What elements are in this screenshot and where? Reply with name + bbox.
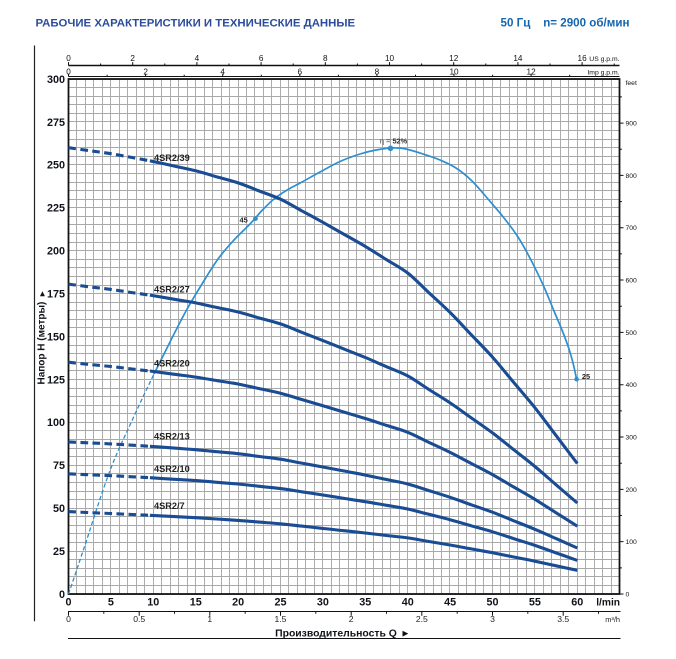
svg-text:10: 10 xyxy=(385,54,395,63)
svg-text:25: 25 xyxy=(582,372,590,381)
svg-text:10: 10 xyxy=(147,596,159,608)
svg-text:225: 225 xyxy=(47,203,65,215)
svg-text:45: 45 xyxy=(240,215,248,224)
svg-text:600: 600 xyxy=(626,278,638,285)
svg-text:35: 35 xyxy=(359,596,371,608)
svg-text:η = 52%: η = 52% xyxy=(380,137,408,146)
svg-text:4SR2/39: 4SR2/39 xyxy=(154,153,190,163)
svg-text:275: 275 xyxy=(47,117,65,129)
svg-text:2.5: 2.5 xyxy=(416,614,428,624)
svg-text:4SR2/20: 4SR2/20 xyxy=(154,359,190,369)
svg-text:200: 200 xyxy=(47,246,65,258)
svg-text:16: 16 xyxy=(578,54,588,63)
svg-text:2: 2 xyxy=(130,54,135,63)
svg-text:150: 150 xyxy=(47,331,65,343)
svg-text:50: 50 xyxy=(486,596,498,608)
svg-text:25: 25 xyxy=(274,596,286,608)
svg-text:800: 800 xyxy=(626,173,638,180)
svg-text:2: 2 xyxy=(143,68,148,77)
svg-text:4SR2/7: 4SR2/7 xyxy=(154,501,185,511)
svg-text:55: 55 xyxy=(529,596,541,608)
svg-text:0.5: 0.5 xyxy=(133,614,145,624)
svg-text:0: 0 xyxy=(66,54,71,63)
svg-text:45: 45 xyxy=(444,596,456,608)
svg-text:125: 125 xyxy=(47,374,65,386)
svg-text:25: 25 xyxy=(53,546,65,558)
svg-text:l/min: l/min xyxy=(596,597,620,608)
svg-text:2: 2 xyxy=(349,614,354,624)
svg-text:Напор H (метры) ▶: Напор H (метры) ▶ xyxy=(37,291,48,384)
svg-text:Производительность Q ▶: Производительность Q ▶ xyxy=(275,629,409,640)
svg-text:60: 60 xyxy=(571,596,583,608)
svg-text:4SR2/13: 4SR2/13 xyxy=(154,432,190,442)
svg-text:10: 10 xyxy=(449,68,459,77)
svg-text:300: 300 xyxy=(47,74,65,86)
svg-text:8: 8 xyxy=(375,68,380,77)
svg-text:US g.p.m.: US g.p.m. xyxy=(589,56,619,63)
svg-text:75: 75 xyxy=(53,460,65,472)
svg-text:40: 40 xyxy=(402,596,414,608)
svg-text:300: 300 xyxy=(626,434,638,441)
svg-text:0: 0 xyxy=(65,596,71,608)
svg-text:4SR2/10: 4SR2/10 xyxy=(154,464,190,474)
svg-text:feet: feet xyxy=(626,80,637,87)
svg-text:50 Гц n= 2900 об/мин: 50 Гц n= 2900 об/мин xyxy=(501,16,630,29)
svg-text:1.5: 1.5 xyxy=(275,614,287,624)
svg-text:14: 14 xyxy=(513,54,523,63)
svg-text:3: 3 xyxy=(490,614,495,624)
svg-text:20: 20 xyxy=(232,596,244,608)
svg-text:400: 400 xyxy=(626,382,638,389)
svg-text:6: 6 xyxy=(298,68,303,77)
svg-text:4: 4 xyxy=(220,68,225,77)
svg-text:5: 5 xyxy=(108,596,114,608)
svg-text:30: 30 xyxy=(317,596,329,608)
svg-text:3.5: 3.5 xyxy=(557,614,569,624)
svg-text:100: 100 xyxy=(626,539,638,546)
svg-text:4SR2/27: 4SR2/27 xyxy=(154,285,190,295)
svg-text:РАБОЧИЕ ХАРАКТЕРИСТИКИ И ТЕХНИ: РАБОЧИЕ ХАРАКТЕРИСТИКИ И ТЕХНИЧЕСКИЕ ДАН… xyxy=(36,17,356,29)
svg-text:15: 15 xyxy=(190,596,202,608)
svg-text:0: 0 xyxy=(59,589,65,601)
svg-text:200: 200 xyxy=(626,487,638,494)
svg-text:900: 900 xyxy=(626,121,638,128)
svg-text:0: 0 xyxy=(66,614,71,624)
svg-text:0: 0 xyxy=(66,68,71,77)
svg-text:175: 175 xyxy=(47,289,65,301)
svg-text:6: 6 xyxy=(259,54,264,63)
svg-text:4: 4 xyxy=(195,54,200,63)
svg-text:12: 12 xyxy=(527,68,537,77)
svg-text:500: 500 xyxy=(626,330,638,337)
svg-text:700: 700 xyxy=(626,225,638,232)
svg-text:50: 50 xyxy=(53,503,65,515)
svg-text:250: 250 xyxy=(47,160,65,172)
svg-text:8: 8 xyxy=(323,54,328,63)
svg-text:100: 100 xyxy=(47,417,65,429)
svg-text:m³/h: m³/h xyxy=(605,615,620,624)
svg-text:1: 1 xyxy=(207,614,212,624)
svg-text:12: 12 xyxy=(449,54,459,63)
svg-text:0: 0 xyxy=(626,591,630,598)
svg-text:Imp g.p.m.: Imp g.p.m. xyxy=(587,70,619,77)
